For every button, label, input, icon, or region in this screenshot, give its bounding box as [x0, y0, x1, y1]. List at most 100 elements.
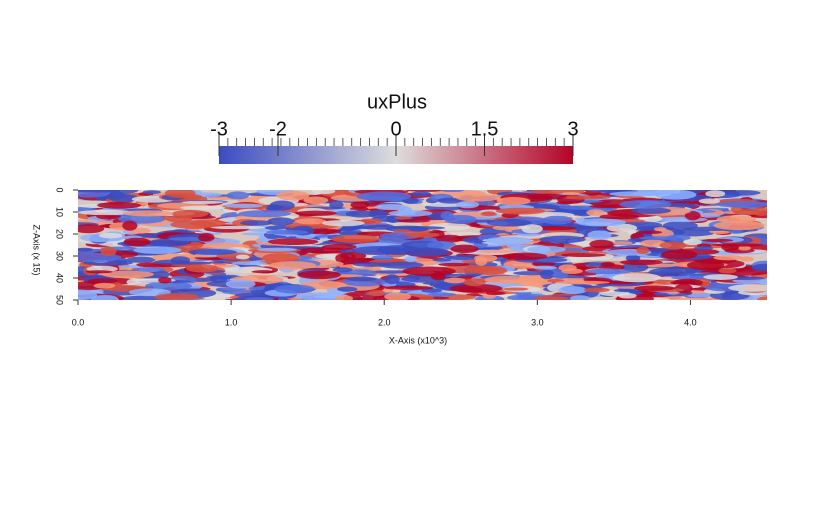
field-streak — [705, 190, 726, 198]
field-streak — [100, 246, 117, 256]
field-streak — [648, 267, 697, 277]
field-streak — [711, 243, 763, 247]
field-streak — [78, 224, 105, 234]
field-streak — [269, 261, 317, 270]
field-streak — [154, 293, 200, 300]
field-streak — [583, 287, 610, 293]
y-tick-label: 20 — [55, 229, 65, 239]
field-streak — [402, 266, 456, 276]
field-streak — [297, 270, 341, 280]
field-streak — [231, 261, 267, 265]
field-streak — [256, 247, 298, 252]
field-streak — [474, 254, 498, 262]
field-streak — [346, 276, 377, 282]
field-streak — [631, 207, 672, 214]
y-tick-label: 40 — [55, 273, 65, 283]
field-streak — [93, 282, 116, 289]
y-tick-label: 30 — [55, 251, 65, 261]
field-streak — [698, 198, 721, 204]
x-tick-label: 1.0 — [225, 317, 238, 327]
field-streak — [713, 220, 765, 231]
field-streak — [164, 190, 196, 198]
field-streak — [554, 280, 610, 285]
field-streak — [240, 220, 273, 226]
field-streak — [384, 292, 412, 300]
field-streak — [426, 240, 456, 250]
field-streak — [635, 230, 663, 234]
field-streak — [295, 256, 313, 260]
field-streak — [552, 272, 569, 279]
field-streak — [561, 268, 583, 274]
field-streak — [455, 193, 501, 202]
field-streak — [321, 243, 357, 250]
colorbar-tick-label: 3 — [567, 118, 578, 140]
field-streak — [429, 281, 450, 288]
field-streak — [463, 278, 486, 287]
field-streak — [339, 252, 367, 260]
field-streak — [402, 247, 450, 257]
field-streak — [394, 215, 412, 220]
x-tick-label: 4.0 — [684, 317, 697, 327]
field-streak — [480, 212, 498, 217]
field-streak — [87, 278, 118, 284]
field-streak — [669, 297, 716, 300]
field-streak — [392, 226, 446, 230]
field-streak — [122, 220, 138, 231]
field-streak — [384, 274, 400, 285]
y-tick-label: 10 — [55, 207, 65, 217]
field-streak — [485, 236, 533, 245]
field-streak — [438, 262, 470, 267]
field-streak — [90, 294, 119, 300]
field-streak — [496, 197, 531, 206]
field-streak — [713, 255, 744, 261]
field-streak — [728, 230, 744, 234]
field-streak — [456, 287, 483, 293]
field-streak — [558, 286, 587, 295]
field-streak — [311, 190, 336, 195]
field-streak — [262, 253, 300, 263]
field-streak — [638, 236, 683, 240]
field-streak — [181, 200, 224, 204]
field-streak — [474, 265, 508, 276]
field-streak — [560, 195, 611, 200]
field-streak — [322, 219, 365, 227]
field-streak — [352, 262, 391, 267]
field-streak — [251, 270, 275, 274]
field-streak — [634, 285, 676, 291]
field-streak — [693, 246, 714, 251]
field-streak — [267, 238, 319, 245]
field-streak — [78, 290, 98, 300]
field-streak — [435, 234, 464, 243]
field-streak — [265, 229, 309, 235]
field-streak — [186, 264, 219, 273]
field-streak — [440, 190, 465, 193]
field-streak — [538, 235, 586, 244]
field-streak — [378, 261, 424, 269]
field-streak — [295, 218, 327, 225]
field-streak — [123, 237, 151, 247]
field-streak — [350, 200, 370, 209]
field-streak — [521, 224, 543, 234]
field-streak — [718, 268, 737, 274]
field-streak — [728, 284, 767, 292]
field-streak — [158, 276, 172, 284]
field-streak — [99, 232, 123, 239]
field-streak — [682, 238, 702, 246]
field-streak — [506, 294, 538, 300]
field-streak — [738, 245, 751, 251]
field-streak — [358, 195, 405, 200]
field-streak — [756, 296, 767, 300]
field-streak — [585, 268, 632, 275]
field-streak — [165, 215, 193, 223]
field-streak — [618, 293, 637, 299]
field-streak — [303, 196, 329, 205]
field-streak — [410, 191, 431, 197]
field-streak — [78, 247, 93, 252]
field-streak — [599, 213, 640, 220]
field-streak — [225, 279, 256, 289]
colorbar-tick-label: 0 — [390, 118, 401, 140]
field-streak — [527, 193, 567, 200]
x-tick-label: 2.0 — [378, 317, 391, 327]
field-streak — [661, 249, 698, 260]
